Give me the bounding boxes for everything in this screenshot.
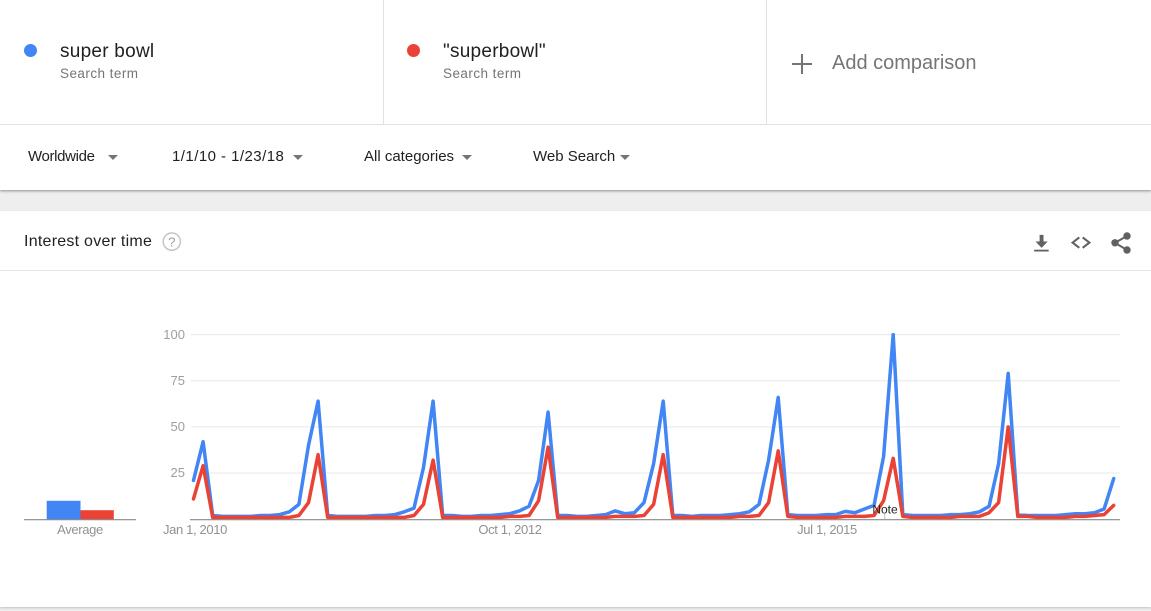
svg-text:50: 50 — [171, 419, 185, 434]
svg-text:Note: Note — [872, 503, 898, 517]
svg-text:75: 75 — [171, 373, 185, 388]
svg-text:?: ? — [168, 234, 175, 249]
svg-text:Average: Average — [57, 522, 103, 537]
svg-text:Jan 1, 2010: Jan 1, 2010 — [163, 522, 227, 537]
svg-text:100: 100 — [163, 327, 185, 342]
svg-text:25: 25 — [171, 465, 185, 480]
svg-text:Oct 1, 2012: Oct 1, 2012 — [478, 522, 541, 537]
svg-text:Jul 1, 2015: Jul 1, 2015 — [797, 522, 857, 537]
